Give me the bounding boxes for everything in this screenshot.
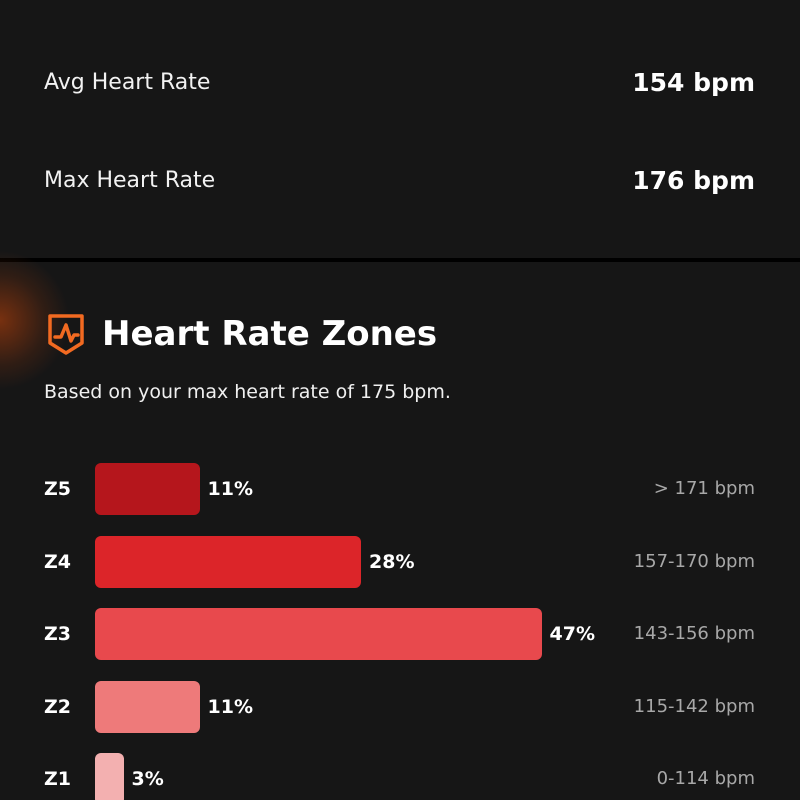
- value-label: 11%: [207, 478, 253, 500]
- zones-icon: [48, 314, 84, 355]
- bar: [95, 463, 200, 515]
- zone-range: 0-114 bpm: [656, 768, 755, 789]
- stat-label: Max Heart Rate: [44, 167, 216, 193]
- zone-row: Z5 11% > 171 bpm: [0, 463, 800, 515]
- stat-label: Avg Heart Rate: [44, 69, 211, 95]
- stat-row: Max Heart Rate 176 bpm: [44, 160, 755, 200]
- value-label: 28%: [369, 550, 415, 573]
- zone-label: Z1: [44, 768, 71, 790]
- section-title: Heart Rate Zones: [102, 314, 438, 354]
- zone-range: > 171 bpm: [653, 478, 755, 499]
- zone-row: Z2 11% 115-142 bpm: [0, 680, 800, 733]
- zone-range: 115-142 bpm: [633, 695, 755, 717]
- bar: [95, 680, 200, 733]
- zone-range: 157-170 bpm: [633, 550, 755, 572]
- bar: [95, 753, 124, 800]
- zone-range: 143-156 bpm: [633, 623, 755, 644]
- zone-row: Z4 28% 157-170 bpm: [0, 535, 800, 588]
- zone-row: Z3 47% 143-156 bpm: [0, 608, 800, 660]
- value-label: 3%: [131, 768, 164, 790]
- zone-row: Z1 3% 0-114 bpm: [0, 753, 800, 800]
- zone-label: Z2: [44, 695, 71, 718]
- value-label: 11%: [207, 695, 253, 718]
- bar: [95, 608, 542, 660]
- stat-row: Avg Heart Rate 154 bpm: [44, 62, 755, 102]
- stat-value: 154 bpm: [632, 67, 755, 97]
- stat-value: 176 bpm: [632, 165, 755, 195]
- section-subtitle: Based on your max heart rate of 175 bpm.: [44, 381, 451, 403]
- zone-label: Z4: [44, 550, 71, 573]
- divider: [0, 258, 800, 262]
- value-label: 47%: [549, 623, 595, 645]
- zone-label: Z5: [44, 478, 71, 500]
- bar: [95, 535, 361, 588]
- zone-label: Z3: [44, 623, 71, 645]
